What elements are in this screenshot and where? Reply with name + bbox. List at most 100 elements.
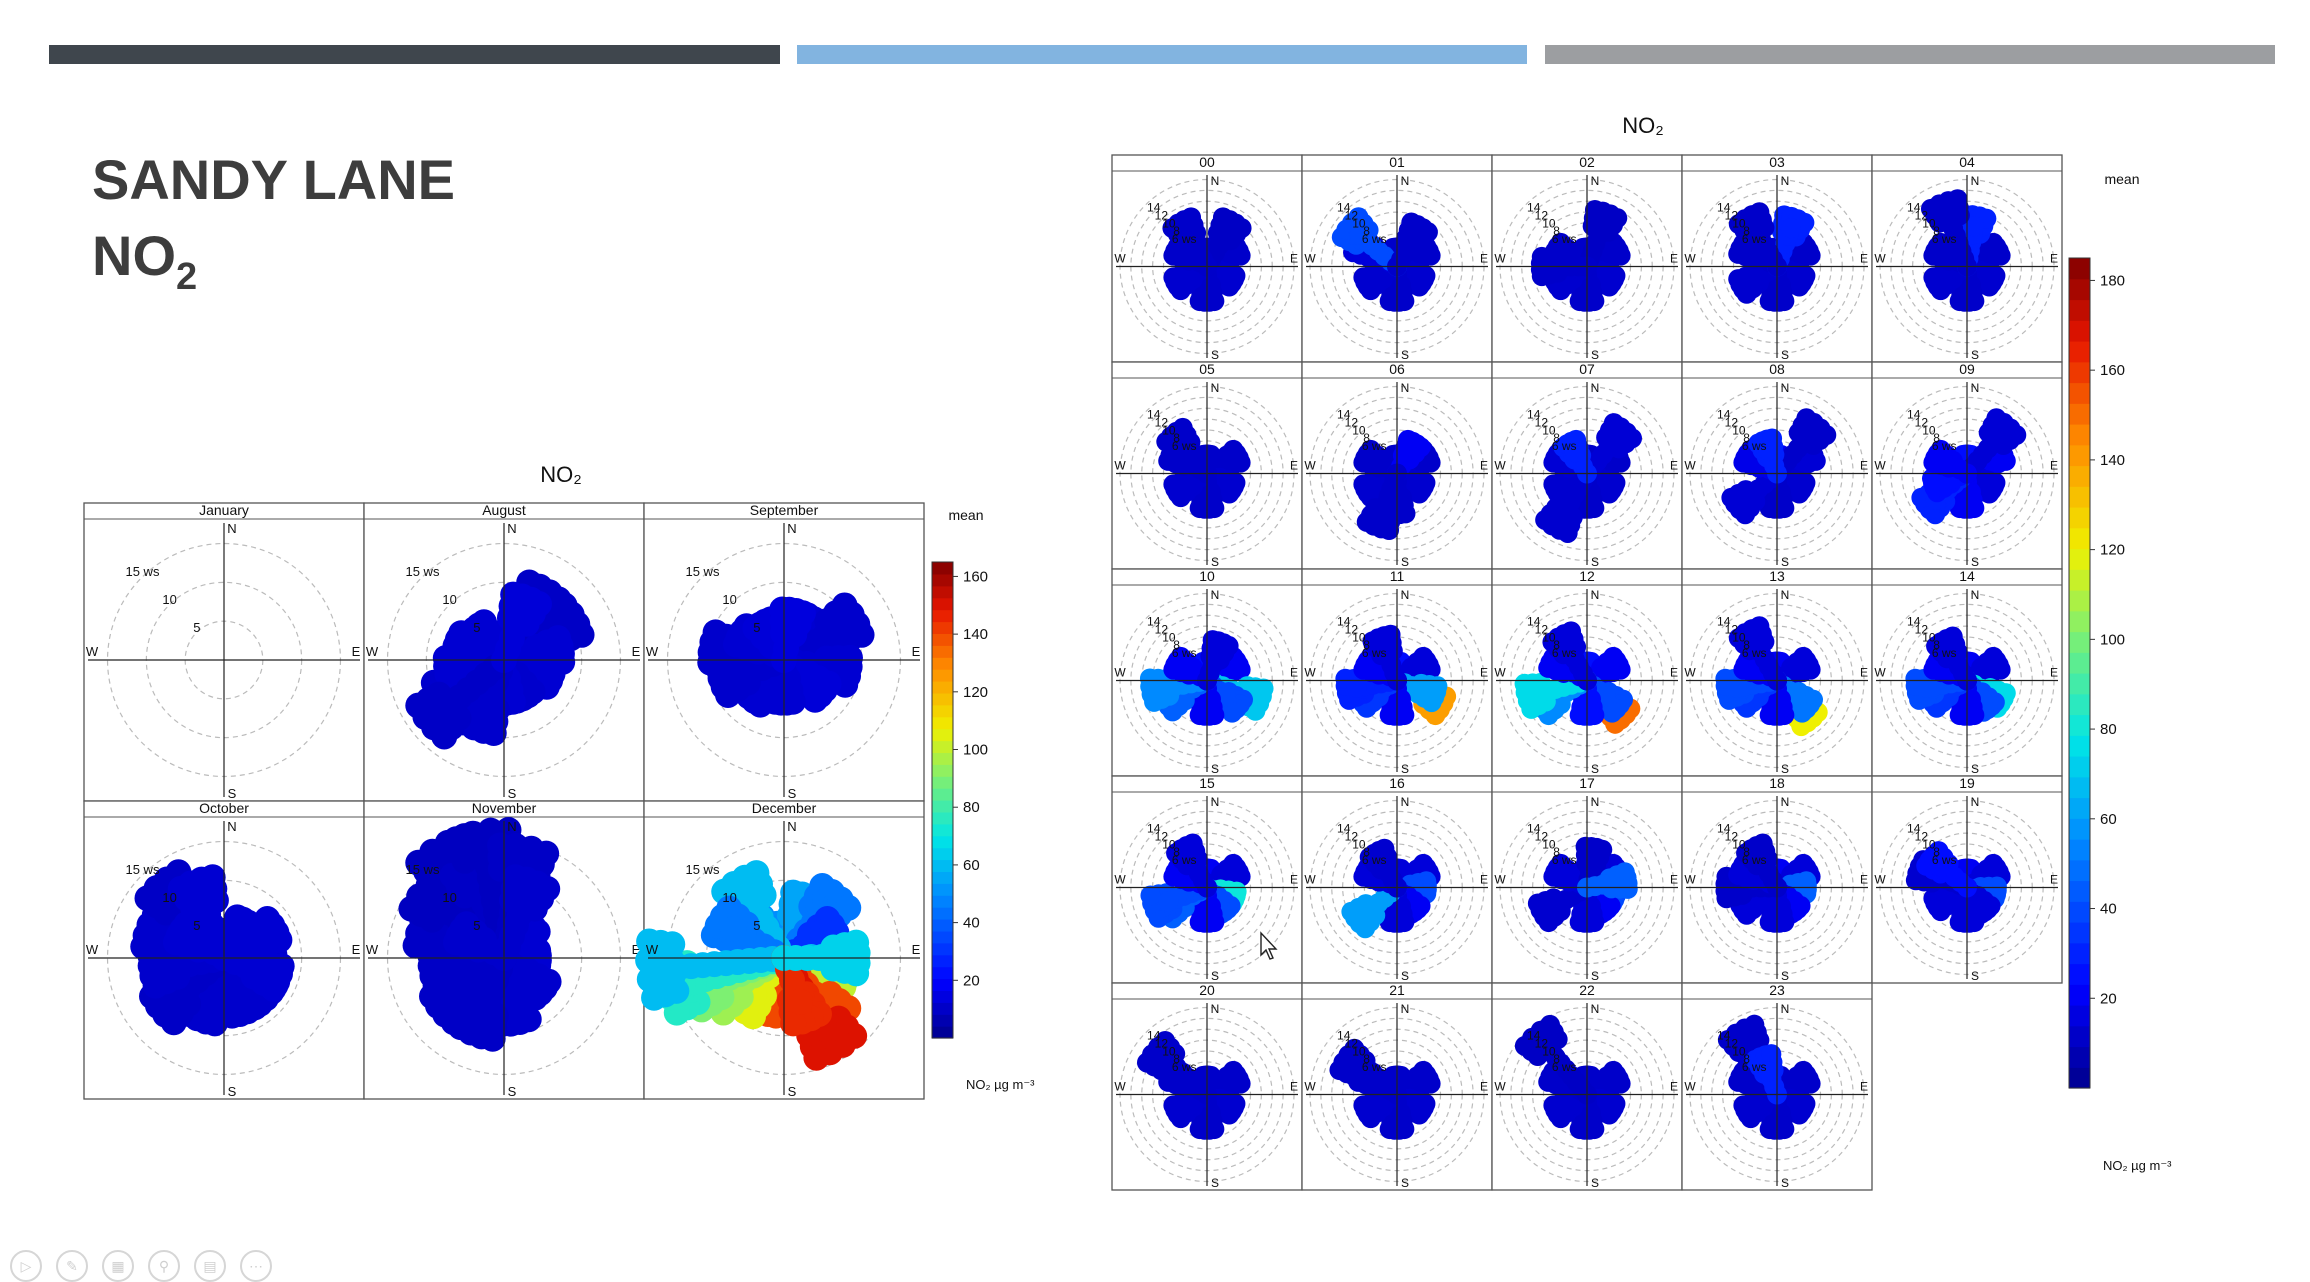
radial-label: 14 <box>1337 201 1351 215</box>
radial-label: 14 <box>1907 201 1921 215</box>
colorbar-band <box>932 562 953 575</box>
data-point <box>1205 648 1225 668</box>
compass-s: S <box>1971 348 1979 362</box>
panel-label: October <box>199 800 249 816</box>
compass-s: S <box>508 786 517 801</box>
compass-s: S <box>1591 555 1599 569</box>
compass-n: N <box>1591 795 1600 809</box>
colorbar-band <box>932 681 953 694</box>
compass-w: W <box>1494 459 1506 473</box>
data-point <box>1591 218 1611 238</box>
colorbar-band <box>932 967 953 980</box>
radial-label: 14 <box>1527 201 1541 215</box>
colorbar-band <box>932 943 953 956</box>
data-point <box>1936 451 1956 471</box>
panel-label: August <box>482 502 526 518</box>
compass-s: S <box>1781 348 1789 362</box>
compass-n: N <box>1401 381 1410 395</box>
data-point <box>1366 1097 1386 1117</box>
monthly-colorbar-units: NO₂ µg m⁻³ <box>966 1077 1035 1092</box>
compass-s: S <box>1591 348 1599 362</box>
data-point <box>1140 885 1160 905</box>
colorbar-band <box>932 776 953 789</box>
compass-n: N <box>1401 174 1410 188</box>
colorbar-tick-label: 20 <box>963 972 980 989</box>
compass-w: W <box>1304 252 1316 266</box>
compass-s: S <box>1211 762 1219 776</box>
colorbar-band <box>932 1014 953 1026</box>
data-point <box>721 916 747 942</box>
colorbar-band <box>932 812 953 825</box>
data-point <box>1373 502 1393 522</box>
compass-n: N <box>1211 588 1220 602</box>
compass-e: E <box>2050 252 2058 266</box>
data-point <box>821 618 847 644</box>
compass-s: S <box>1211 555 1219 569</box>
compass-e: E <box>1860 459 1868 473</box>
colorbar-band <box>932 871 953 884</box>
radial-label: 10 <box>162 890 176 905</box>
panel-label: 13 <box>1769 568 1785 584</box>
compass-s: S <box>1781 969 1789 983</box>
compass-e: E <box>912 644 921 659</box>
radial-label: 5 <box>753 620 760 635</box>
colorbar-band <box>932 824 953 837</box>
data-point <box>1176 658 1196 678</box>
data-point <box>507 603 533 629</box>
colorbar-band <box>932 919 953 932</box>
radial-label: 14 <box>1717 408 1731 422</box>
panel-label: 02 <box>1579 154 1595 170</box>
data-point <box>1410 679 1430 699</box>
compass-e: E <box>1670 252 1678 266</box>
compass-w: W <box>1494 666 1506 680</box>
radial-label: 5 <box>193 918 200 933</box>
colorbar-band <box>932 693 953 706</box>
colorbar-band <box>932 622 953 635</box>
data-point <box>1159 891 1179 911</box>
compass-e: E <box>1860 873 1868 887</box>
compass-s: S <box>1971 555 1979 569</box>
data-point <box>1781 218 1801 238</box>
radial-label: 10 <box>442 592 456 607</box>
compass-n: N <box>1211 795 1220 809</box>
panel-label: November <box>472 800 537 816</box>
colorbar-band <box>932 1002 953 1015</box>
data-point <box>1798 426 1818 446</box>
radial-label: 14 <box>1717 201 1731 215</box>
panel-label: September <box>750 502 819 518</box>
compass-w: W <box>1114 666 1126 680</box>
data-point <box>511 890 537 916</box>
data-point <box>1937 203 1957 223</box>
data-point <box>1366 269 1386 289</box>
data-point <box>1601 873 1621 893</box>
data-point <box>1988 426 2008 446</box>
radial-label: 5 <box>473 918 480 933</box>
compass-e: E <box>1480 252 1488 266</box>
compass-w: W <box>1304 459 1316 473</box>
radial-label: 14 <box>1717 822 1731 836</box>
compass-w: W <box>1684 873 1696 887</box>
panel-label: 11 <box>1390 568 1405 584</box>
radial-label: 5 <box>753 918 760 933</box>
compass-e: E <box>1480 1080 1488 1094</box>
compass-w: W <box>1494 252 1506 266</box>
radial-label: 15 ws <box>405 862 439 877</box>
panel-label: 08 <box>1769 361 1785 377</box>
colorbar-tick-label: 60 <box>963 857 980 874</box>
compass-n: N <box>1211 1002 1220 1016</box>
compass-e: E <box>2050 873 2058 887</box>
